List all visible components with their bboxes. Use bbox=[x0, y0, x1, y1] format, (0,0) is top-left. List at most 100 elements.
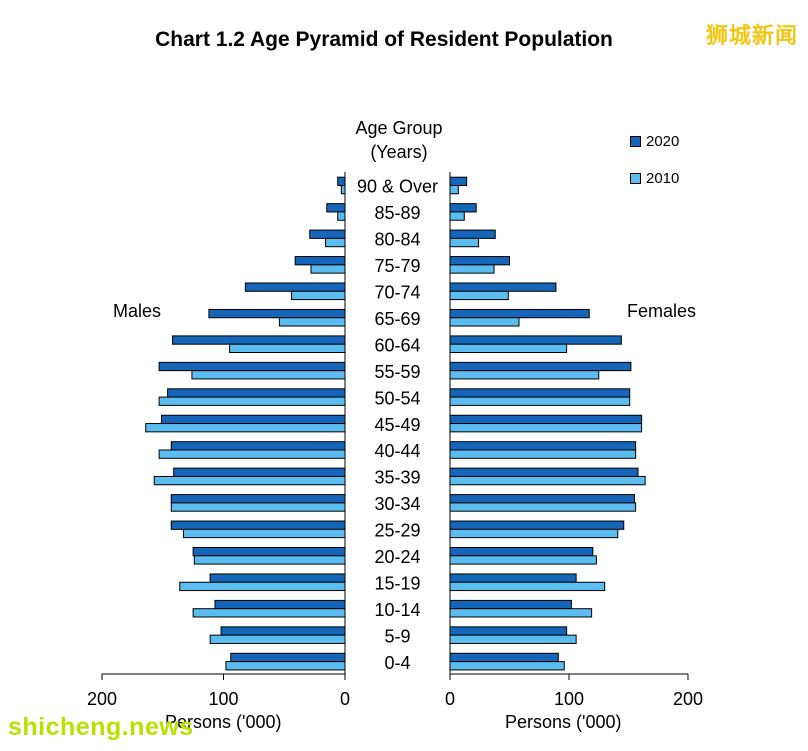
bar-males-2010-85-89 bbox=[337, 211, 346, 221]
age-group-label-15-19: 15-19 bbox=[374, 573, 420, 593]
age-group-label-75-79: 75-79 bbox=[374, 256, 420, 276]
age-group-label-30-34: 30-34 bbox=[374, 494, 420, 514]
bar-females-2010-0-4 bbox=[449, 661, 565, 671]
bar-males-2010-70-74 bbox=[291, 290, 346, 301]
bar-females-2020-25-29 bbox=[449, 520, 625, 530]
bar-females-2010-85-89 bbox=[449, 211, 465, 221]
bar-females-2010-25-29 bbox=[449, 528, 619, 539]
legend-label-2010: 2010 bbox=[646, 170, 680, 187]
bar-males-2020-80-84 bbox=[309, 229, 346, 239]
watermark-bottom: shicheng.news bbox=[8, 713, 194, 741]
bar-males-2010-30-34 bbox=[170, 502, 346, 512]
males-tick-label-0: 0 bbox=[340, 689, 350, 709]
age-group-label-35-39: 35-39 bbox=[374, 468, 420, 488]
bar-males-2020-55-59 bbox=[158, 361, 346, 372]
bar-females-2010-15-19 bbox=[449, 581, 606, 592]
bar-females-2010-5-9 bbox=[449, 634, 577, 644]
bar-males-2020-5-9 bbox=[220, 626, 346, 636]
age-group-label-65-69: 65-69 bbox=[374, 309, 420, 329]
age-group-label-5-9: 5-9 bbox=[384, 626, 410, 646]
bar-males-2010-5-9 bbox=[209, 634, 346, 644]
bar-females-2020-70-74 bbox=[449, 282, 557, 292]
bar-females-2020-55-59 bbox=[449, 361, 632, 372]
age-group-label-10-14: 10-14 bbox=[374, 600, 420, 620]
x-axis-label-females: Persons ('000) bbox=[505, 712, 622, 732]
legend-swatch-2020 bbox=[630, 136, 641, 147]
bar-males-2020-40-44 bbox=[170, 441, 346, 451]
age-axis-label: Age Group (Years) bbox=[334, 116, 464, 164]
males-tick-label-200: 200 bbox=[87, 689, 117, 709]
bar-females-2020-65-69 bbox=[449, 308, 590, 319]
bar-males-2010-45-49 bbox=[145, 423, 346, 433]
bar-males-2010-75-79 bbox=[310, 264, 346, 274]
bar-females-2020-30-34 bbox=[449, 494, 635, 504]
bar-females-2020-5-9 bbox=[449, 626, 568, 636]
bar-females-2020-60-64 bbox=[449, 335, 622, 345]
bar-males-2010-0-4 bbox=[225, 661, 346, 671]
bar-males-2020-20-24 bbox=[192, 547, 346, 557]
bar-males-2010-55-59 bbox=[191, 370, 346, 380]
bar-females-2010-10-14 bbox=[449, 608, 593, 618]
bar-females-2010-45-49 bbox=[449, 423, 643, 433]
bar-males-2010-10-14 bbox=[192, 608, 346, 618]
males-label: Males bbox=[113, 301, 162, 321]
age-axis-label-line2: (Years) bbox=[370, 142, 428, 162]
bar-males-2020-65-69 bbox=[208, 308, 346, 319]
bar-females-2020-15-19 bbox=[449, 573, 577, 583]
bar-females-2020-75-79 bbox=[449, 256, 510, 266]
bar-females-2020-35-39 bbox=[449, 467, 639, 477]
bar-females-2010-55-59 bbox=[449, 370, 600, 380]
bar-males-2020-50-54 bbox=[167, 388, 346, 398]
bar-females-2020-20-24 bbox=[449, 547, 594, 557]
bar-females-2010-20-24 bbox=[449, 555, 597, 565]
bar-females-2010-50-54 bbox=[449, 396, 631, 406]
bar-males-2010-15-19 bbox=[179, 581, 346, 592]
age-group-label-0-4: 0-4 bbox=[384, 653, 410, 673]
bar-females-2020-80-84 bbox=[449, 229, 496, 239]
bar-females-2010-90-and-over bbox=[449, 185, 459, 195]
age-group-label-50-54: 50-54 bbox=[374, 388, 420, 408]
bar-females-2020-90-and-over bbox=[449, 176, 468, 186]
bar-females-2010-75-79 bbox=[449, 264, 495, 274]
age-group-label-90-and-over: 90 & Over bbox=[357, 177, 438, 197]
age-group-label-60-64: 60-64 bbox=[374, 335, 420, 355]
bar-males-2010-35-39 bbox=[153, 475, 346, 486]
age-group-label-20-24: 20-24 bbox=[374, 547, 420, 567]
females-label: Females bbox=[627, 301, 697, 321]
bar-males-2010-65-69 bbox=[278, 317, 346, 327]
age-group-label-70-74: 70-74 bbox=[374, 283, 420, 303]
age-group-label-40-44: 40-44 bbox=[374, 441, 420, 461]
bar-females-2020-85-89 bbox=[449, 203, 477, 213]
bar-males-2020-35-39 bbox=[173, 467, 346, 477]
bar-males-2020-45-49 bbox=[161, 414, 346, 425]
bar-females-2010-40-44 bbox=[449, 449, 637, 459]
age-group-label-55-59: 55-59 bbox=[374, 362, 420, 382]
bar-males-2020-85-89 bbox=[326, 203, 346, 213]
watermark-top: 狮城新闻 bbox=[705, 23, 798, 48]
females-tick-label-200: 200 bbox=[673, 689, 703, 709]
bar-females-2020-50-54 bbox=[449, 388, 631, 398]
bar-males-2010-25-29 bbox=[182, 528, 346, 539]
bar-females-2010-80-84 bbox=[449, 237, 480, 248]
females-tick-label-0: 0 bbox=[445, 689, 455, 709]
bar-males-2020-25-29 bbox=[170, 520, 346, 530]
bar-males-2020-0-4 bbox=[230, 652, 346, 663]
legend-item-2010: 2010 bbox=[630, 170, 679, 187]
age-axis-label-line1: Age Group bbox=[355, 118, 443, 138]
bar-females-2020-0-4 bbox=[449, 652, 559, 663]
bar-males-2020-60-64 bbox=[171, 335, 346, 345]
age-group-label-25-29: 25-29 bbox=[374, 521, 420, 541]
age-group-label-80-84: 80-84 bbox=[374, 230, 420, 250]
bar-females-2020-40-44 bbox=[449, 441, 637, 451]
bar-males-2020-15-19 bbox=[209, 573, 346, 583]
legend-item-2020: 2020 bbox=[630, 133, 679, 150]
bar-males-2020-70-74 bbox=[244, 282, 346, 292]
bar-females-2010-35-39 bbox=[449, 475, 646, 486]
males-tick-label-100: 100 bbox=[208, 689, 238, 709]
bar-males-2020-90-and-over bbox=[337, 176, 346, 186]
age-group-label-85-89: 85-89 bbox=[374, 203, 420, 223]
bar-females-2010-70-74 bbox=[449, 290, 509, 301]
bar-males-2020-10-14 bbox=[214, 599, 346, 610]
legend-label-2020: 2020 bbox=[646, 133, 680, 150]
